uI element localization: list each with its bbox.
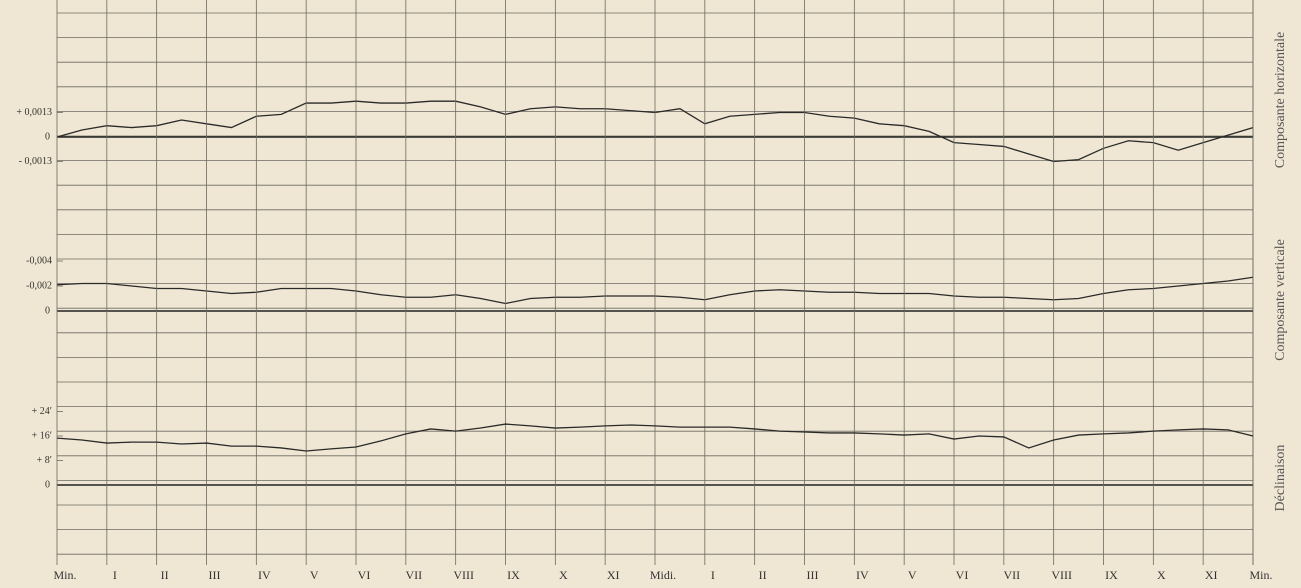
y-tick-label: 0 bbox=[45, 305, 50, 316]
x-tick-label: X bbox=[559, 568, 568, 582]
y-tick-label: -0,002 bbox=[26, 280, 52, 291]
axis-label: Composante verticale bbox=[1273, 239, 1288, 361]
x-tick-label: X bbox=[1157, 568, 1166, 582]
x-tick-label: VIII bbox=[1051, 568, 1072, 582]
trace bbox=[56, 423, 1254, 452]
x-tick-label: XI bbox=[607, 568, 620, 582]
x-tick-label: II bbox=[759, 568, 767, 582]
x-tick-label: IX bbox=[507, 568, 520, 582]
x-tick-label: VII bbox=[1003, 568, 1020, 582]
y-tick-label: + 0,0013 bbox=[16, 107, 52, 118]
x-tick-label: VI bbox=[956, 568, 969, 582]
y-tick-label: + 16′ bbox=[32, 430, 52, 441]
x-tick-label: V bbox=[908, 568, 917, 582]
x-tick-label: IX bbox=[1105, 568, 1118, 582]
axis-label: Composante horizontale bbox=[1273, 32, 1288, 168]
x-tick-label: V bbox=[310, 568, 319, 582]
y-tick-label: 0 bbox=[45, 131, 50, 142]
y-tick-label: -0,004 bbox=[26, 255, 52, 266]
x-tick-label: III bbox=[807, 568, 819, 582]
x-tick-label: I bbox=[711, 568, 715, 582]
y-tick-label: + 24′ bbox=[32, 406, 52, 417]
x-tick-label: IV bbox=[856, 568, 869, 582]
axis-label: Déclinaison bbox=[1273, 445, 1288, 512]
x-tick-label: XI bbox=[1205, 568, 1218, 582]
x-tick-label: Min. bbox=[53, 568, 76, 582]
x-tick-label: VII bbox=[405, 568, 422, 582]
y-tick-label: + 8′ bbox=[37, 455, 52, 466]
x-tick-label: Min. bbox=[1249, 568, 1272, 582]
x-tick-label: VIII bbox=[453, 568, 474, 582]
y-tick-label: - 0,0013 bbox=[19, 156, 52, 167]
x-tick-label: II bbox=[161, 568, 169, 582]
x-tick-label: VI bbox=[358, 568, 371, 582]
x-tick-label: IV bbox=[258, 568, 271, 582]
y-tick-label: 0 bbox=[45, 479, 50, 490]
x-tick-label: Midi. bbox=[650, 568, 676, 582]
x-tick-label: I bbox=[113, 568, 117, 582]
x-tick-label: III bbox=[209, 568, 221, 582]
